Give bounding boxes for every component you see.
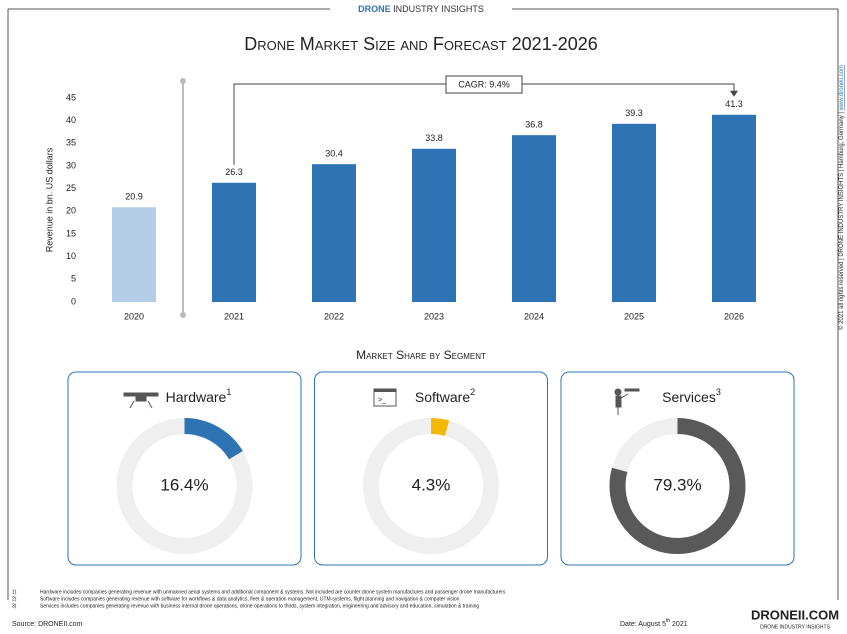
segment-name: Hardware [166, 389, 227, 405]
bar [312, 164, 356, 302]
x-tick-label: 2021 [224, 311, 244, 321]
bar [112, 207, 156, 302]
y-tick-label: 40 [66, 115, 76, 125]
segment-name: Software [415, 389, 470, 405]
segment-note: 2 [470, 387, 475, 397]
logo-sub: DRONE INDUSTRY INSIGHTS [760, 624, 830, 630]
software-icon: >_ [373, 388, 397, 407]
x-tick-label: 2020 [124, 311, 144, 321]
bar [412, 148, 456, 302]
y-tick-label: 25 [66, 183, 76, 193]
copyright: © 2021 all rights reserved | DRONE INDUS… [838, 65, 845, 330]
separator-dot [180, 78, 186, 84]
y-axis-label: Revenue in bn. US dollars [44, 147, 54, 252]
svg-text:>_: >_ [378, 397, 386, 404]
segment-panel [314, 371, 548, 566]
y-tick-label: 35 [66, 138, 76, 148]
bar [712, 114, 756, 302]
frame [7, 8, 839, 600]
data-label: 41.3 [725, 99, 743, 109]
y-tick-label: 15 [66, 228, 76, 238]
icons: >_ [123, 388, 640, 415]
bar [212, 182, 256, 302]
y-tick-label: 10 [66, 251, 76, 261]
donut-label: 79.3% [653, 475, 701, 494]
donut-arc [116, 418, 253, 554]
footnote-number: 1) [12, 589, 17, 595]
segment-note: 3 [716, 387, 721, 397]
donut-arc [609, 418, 746, 554]
segment-note: 1 [226, 387, 231, 397]
bar [612, 123, 656, 302]
segment-panel [67, 371, 302, 566]
y-tick-label: 20 [66, 206, 76, 216]
donut-label: 4.3% [412, 475, 451, 494]
x-tick-label: 2025 [624, 311, 644, 321]
segment-title: Services3 [662, 387, 721, 404]
logo: DRONEII.COM [751, 607, 839, 622]
data-label: 33.8 [425, 133, 443, 143]
x-tick-label: 2022 [324, 311, 344, 321]
segment-title: Software2 [415, 387, 475, 404]
segment-name: Services [662, 389, 716, 405]
brand-bold: DRONE [358, 4, 391, 14]
footnote: Services includes companies generating r… [40, 603, 479, 609]
brand-rest: INDUSTRY INSIGHTS [393, 4, 484, 14]
y-tick-label: 0 [71, 296, 76, 306]
footnote-number: 2) [12, 596, 17, 602]
cagr-bracket [233, 83, 735, 165]
x-tick-label: 2023 [424, 311, 444, 321]
y-tick-label: 5 [71, 274, 76, 284]
y-tick-label: 30 [66, 160, 76, 170]
pilot-icon [614, 388, 640, 415]
copyright-link[interactable]: www.droneii.com [839, 65, 845, 111]
header: DRONE INDUSTRY INSIGHTS [358, 4, 484, 14]
date: Date: August 5th 2021 [620, 618, 688, 628]
date-main: Date: August 5 [620, 621, 666, 628]
section-title: Market Share by Segment [356, 348, 486, 362]
drone-icon [123, 392, 159, 409]
data-label: 36.8 [525, 120, 543, 130]
source: Source: DRONEII.com [12, 621, 83, 628]
segment-panel [560, 371, 795, 566]
copyright-text: © 2021 all rights reserved | DRONE INDUS… [838, 112, 845, 330]
donut-label: 16.4% [160, 475, 208, 494]
x-tick-label: 2024 [524, 311, 544, 321]
donut-arc [363, 418, 499, 554]
chart-title: Drone Market Size and Forecast 2021-2026 [244, 34, 598, 54]
footnote: Software includes companies generating r… [40, 596, 460, 602]
y-tick-label: 45 [66, 92, 76, 102]
date-sup: th [666, 618, 670, 624]
separator-dot [180, 312, 186, 318]
data-label: 26.3 [225, 167, 243, 177]
footnote: Hardware includes companies generating r… [40, 589, 506, 595]
data-label: 20.9 [125, 192, 143, 202]
annotation: CAGR: 9.4% [458, 79, 510, 89]
footnote-number: 3) [12, 603, 17, 609]
data-label: 39.3 [625, 108, 643, 118]
date-year: 2021 [670, 621, 688, 628]
data-label: 30.4 [325, 149, 343, 159]
x-tick-label: 2026 [724, 311, 744, 321]
cagr-arrow [730, 90, 738, 97]
segment-title: Hardware1 [166, 387, 232, 404]
cagr-box [445, 75, 523, 94]
bar [512, 135, 556, 302]
